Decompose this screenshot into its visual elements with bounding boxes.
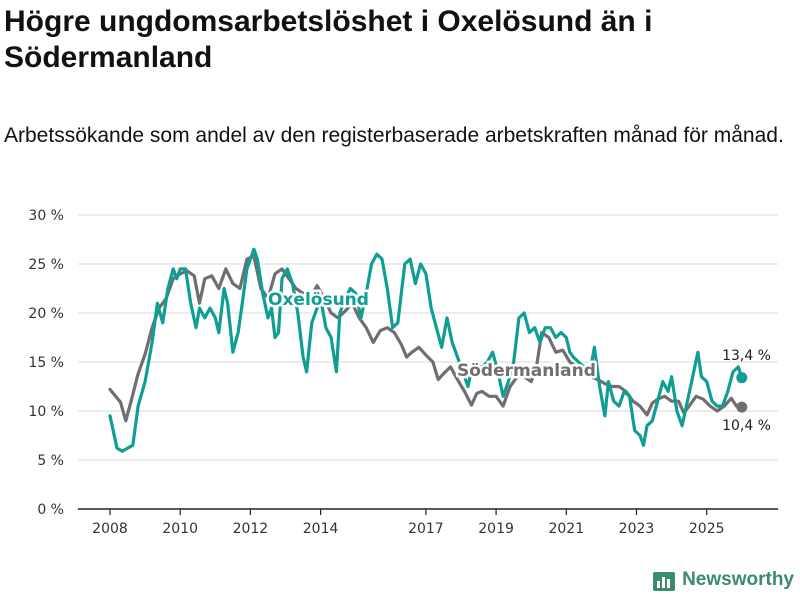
chart-title: Högre ungdomsarbetslöshet i Oxelösund än… (4, 5, 653, 74)
series-line-sodermanland (108, 254, 744, 423)
newsworthy-logo: Newsworthy (652, 568, 794, 592)
x-tick-label: 2017 (408, 521, 444, 537)
x-tick-label: 2025 (689, 521, 725, 537)
y-tick-label: 25 % (28, 257, 64, 273)
end-value-label-sodermanland: 10,4 % (722, 418, 771, 434)
x-tick-label: 2010 (162, 521, 198, 537)
x-tick-label: 2012 (233, 521, 269, 537)
x-tick-label: 2021 (548, 521, 584, 537)
end-value-label-oxelosund: 13,4 % (722, 348, 771, 364)
y-tick-label: 10 % (28, 404, 64, 420)
y-tick-label: 0 % (37, 502, 64, 518)
y-tick-label: 15 % (28, 355, 64, 371)
series-line-oxelosund (108, 247, 744, 453)
y-tick-label: 20 % (28, 306, 64, 322)
chart-subtitle: Arbetssökande som andel av den registerb… (4, 124, 784, 147)
bar-chart-icon (653, 572, 676, 591)
series-name-label-sodermanland: Södermanland (457, 361, 596, 381)
series-end-point-sodermanland (736, 401, 748, 413)
series-end-point-oxelosund (736, 372, 748, 384)
x-tick-label: 2019 (478, 521, 514, 537)
x-tick-label: 2008 (92, 521, 128, 537)
y-tick-label: 30 % (28, 208, 64, 224)
x-tick-label: 2023 (619, 521, 655, 537)
brand-name: Newsworthy (682, 569, 794, 590)
x-tick-label: 2014 (303, 521, 339, 537)
y-tick-label: 5 % (37, 453, 64, 469)
series-name-label-oxelosund: Oxelösund (268, 290, 369, 310)
